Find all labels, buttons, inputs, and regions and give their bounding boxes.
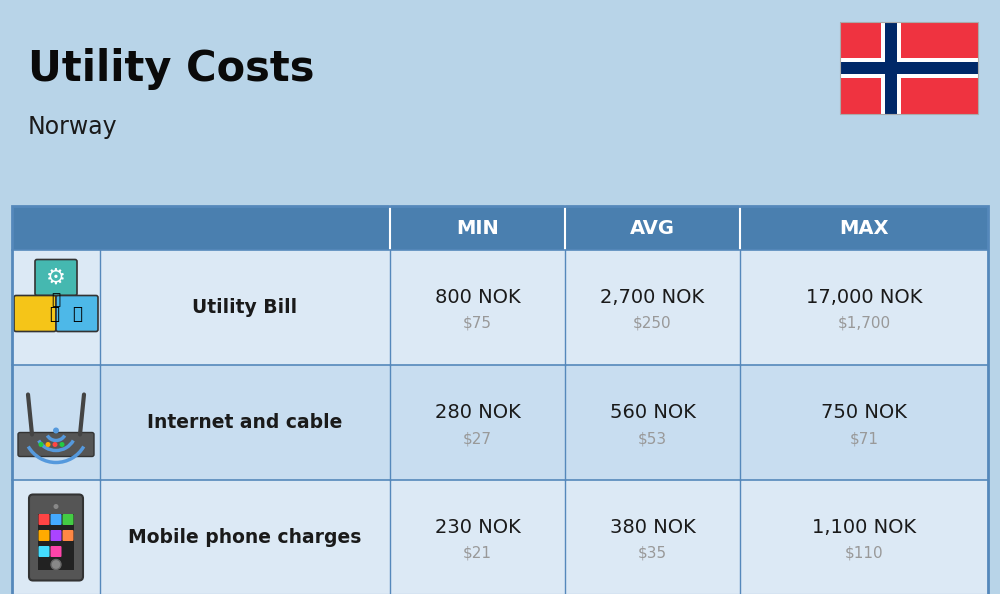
Text: AVG: AVG [630, 219, 675, 238]
FancyBboxPatch shape [50, 530, 62, 541]
Text: ⚙: ⚙ [46, 267, 66, 287]
Text: 1,100 NOK: 1,100 NOK [812, 518, 916, 537]
Bar [12, 206, 988, 250]
Text: 🧑: 🧑 [51, 292, 61, 307]
Text: $75: $75 [463, 316, 492, 331]
Text: $1,700: $1,700 [837, 316, 891, 331]
Text: $110: $110 [845, 546, 883, 561]
Text: $53: $53 [638, 431, 667, 446]
Text: 2,700 NOK: 2,700 NOK [600, 288, 705, 307]
Bar [12, 365, 988, 480]
Circle shape [51, 560, 61, 570]
Text: 560 NOK: 560 NOK [610, 403, 695, 422]
Bar [12, 206, 988, 594]
Circle shape [54, 504, 58, 509]
Bar [840, 22, 978, 114]
Circle shape [46, 442, 50, 447]
FancyBboxPatch shape [14, 295, 56, 331]
FancyBboxPatch shape [38, 514, 50, 525]
Text: Utility Bill: Utility Bill [192, 298, 298, 317]
Text: $21: $21 [463, 546, 492, 561]
Text: Internet and cable: Internet and cable [147, 413, 343, 432]
Text: 💧: 💧 [72, 305, 82, 323]
Text: 380 NOK: 380 NOK [610, 518, 695, 537]
Text: 750 NOK: 750 NOK [821, 403, 907, 422]
FancyBboxPatch shape [56, 295, 98, 331]
Text: Norway: Norway [28, 115, 118, 139]
Text: 280 NOK: 280 NOK [435, 403, 520, 422]
FancyBboxPatch shape [18, 432, 94, 457]
Bar [840, 62, 978, 74]
FancyBboxPatch shape [35, 260, 77, 295]
Bar [840, 22, 978, 114]
Text: $71: $71 [850, 431, 879, 446]
FancyBboxPatch shape [50, 546, 62, 557]
Bar [881, 22, 901, 114]
Circle shape [38, 442, 44, 447]
Text: 800 NOK: 800 NOK [435, 288, 520, 307]
Text: $250: $250 [633, 316, 672, 331]
Bar [38, 513, 74, 570]
Text: Mobile phone charges: Mobile phone charges [128, 528, 362, 547]
Text: $35: $35 [638, 546, 667, 561]
Text: $27: $27 [463, 431, 492, 446]
Bar [885, 22, 897, 114]
Text: 230 NOK: 230 NOK [435, 518, 520, 537]
FancyBboxPatch shape [38, 546, 50, 557]
FancyBboxPatch shape [62, 530, 74, 541]
Text: Utility Costs: Utility Costs [28, 48, 314, 90]
Text: 🔌: 🔌 [49, 305, 59, 323]
Bar [840, 58, 978, 78]
Text: 17,000 NOK: 17,000 NOK [806, 288, 922, 307]
FancyBboxPatch shape [29, 494, 83, 580]
Text: MAX: MAX [839, 219, 889, 238]
Circle shape [60, 442, 64, 447]
Bar [12, 480, 988, 594]
FancyBboxPatch shape [62, 514, 74, 525]
FancyBboxPatch shape [50, 514, 62, 525]
Circle shape [52, 442, 58, 447]
Circle shape [53, 428, 59, 434]
FancyBboxPatch shape [38, 530, 50, 541]
Text: MIN: MIN [456, 219, 499, 238]
Bar [12, 250, 988, 365]
